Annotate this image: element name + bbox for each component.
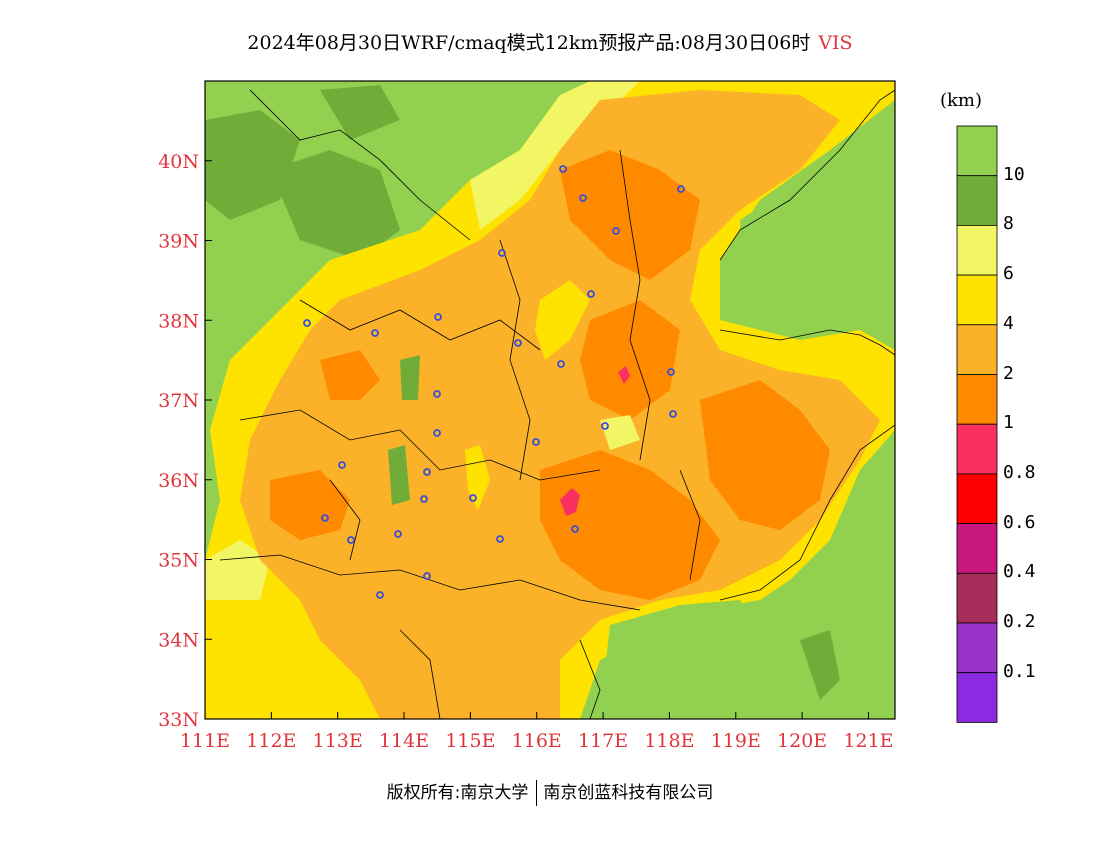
- lon-tick-label: 118E: [644, 730, 694, 752]
- footer-left: 版权所有:南京大学: [386, 783, 529, 803]
- colorbar-swatch: [956, 572, 998, 624]
- colorbar-swatch: [956, 523, 998, 574]
- lon-tick-label: 121E: [843, 730, 893, 752]
- colorbar-swatch: [956, 622, 998, 674]
- lat-tick-label: 40N: [158, 151, 199, 173]
- colorbar-swatch: [956, 274, 998, 326]
- lon-tick-label: 112E: [246, 730, 296, 752]
- lat-tick-label: 33N: [158, 709, 199, 731]
- colorbar-label: 0.1: [1003, 660, 1036, 682]
- colorbar-label: 0.6: [1003, 511, 1036, 533]
- lat-tick-label: 35N: [158, 550, 199, 572]
- lat-tick-label: 37N: [158, 390, 199, 412]
- lon-tick-label: 115E: [445, 730, 495, 752]
- lon-tick-label: 114E: [379, 730, 429, 752]
- colorbar-swatch: [956, 324, 998, 375]
- axes-ticks: 111E 112E 113E 114E 115E 116E 117E 118E 119E 120E…: [158, 151, 893, 752]
- colorbar-label: 0.8: [1003, 461, 1036, 483]
- colorbar-label: 8: [1003, 213, 1014, 235]
- lon-tick-label: 119E: [711, 730, 761, 752]
- lat-tick-label: 36N: [158, 470, 199, 492]
- copyright-footer: 版权所有:南京大学 南京创蓝科技有限公司: [0, 778, 1100, 806]
- colorbar-label: 2: [1003, 362, 1014, 384]
- lat-tick-label: 34N: [158, 629, 199, 651]
- lon-tick-label: 120E: [777, 730, 827, 752]
- colorbar-label: 1: [1003, 412, 1014, 434]
- colorbar-swatch: [956, 374, 998, 425]
- lon-tick-label: 117E: [578, 730, 628, 752]
- colorbar-label: 10: [1003, 163, 1025, 185]
- lon-tick-label: 116E: [512, 730, 562, 752]
- lat-tick-label: 39N: [158, 231, 199, 253]
- colorbar: [956, 125, 998, 723]
- footer-separator: [536, 780, 538, 806]
- colorbar-label: 6: [1003, 263, 1014, 285]
- lon-tick-label: 113E: [313, 730, 363, 752]
- colorbar-swatch: [956, 125, 998, 177]
- lat-tick-label: 38N: [158, 310, 199, 332]
- colorbar-unit: (km): [940, 90, 983, 111]
- footer-right: 南京创蓝科技有限公司: [543, 783, 714, 803]
- colorbar-label: 0.2: [1003, 611, 1036, 632]
- city-markers: [303, 165, 685, 599]
- title-main: 2024年08月30日WRF/cmaq模式12km预报产品:08月30日06时: [247, 32, 811, 54]
- colorbar-swatch: [956, 175, 998, 226]
- visibility-field: [205, 81, 895, 719]
- colorbar-swatch: [956, 423, 998, 475]
- colorbar-swatch: [956, 224, 998, 276]
- title-variable: VIS: [818, 32, 853, 54]
- colorbar-label: 4: [1003, 312, 1014, 334]
- colorbar-swatch: [956, 473, 998, 524]
- map-title: 2024年08月30日WRF/cmaq模式12km预报产品:08月30日06时 V…: [0, 28, 1100, 55]
- colorbar-label: 0.4: [1003, 561, 1036, 583]
- colorbar-swatch: [956, 672, 998, 723]
- lon-tick-label: 111E: [180, 730, 230, 752]
